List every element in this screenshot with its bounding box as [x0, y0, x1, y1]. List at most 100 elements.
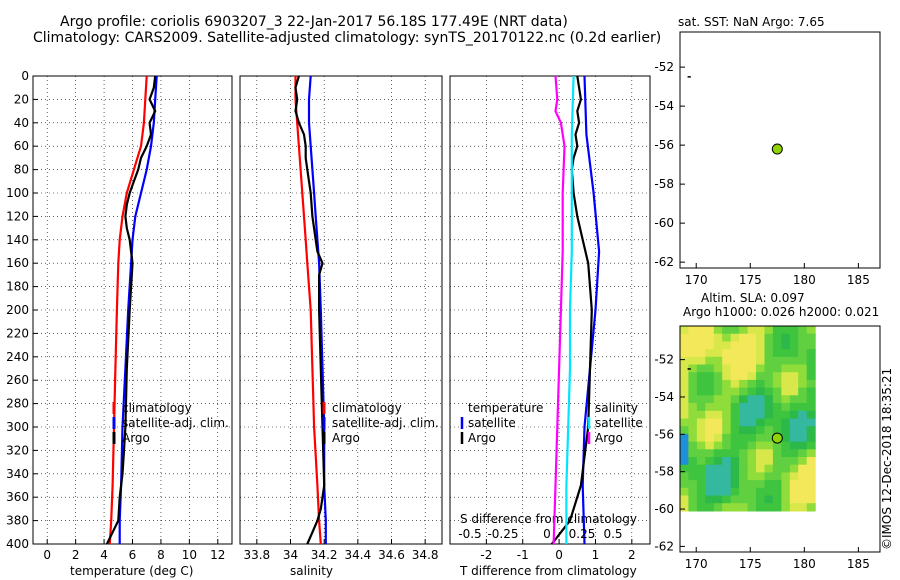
sla-map-heat-cell [806, 372, 816, 381]
sla-map-heat-cell [730, 487, 740, 497]
sla-map-heat-cell [747, 333, 757, 342]
salinity-series-climatology [294, 76, 322, 545]
sla-map-heat-cell [798, 495, 808, 504]
sla-map-heat-cell [772, 379, 782, 389]
sla-map-heat-cell [680, 349, 689, 358]
s-difference-tick-label: 0.5 [603, 527, 622, 541]
sla-map-heat-cell [764, 403, 774, 412]
sla-map-heat-cell [722, 418, 732, 427]
sst-map-x-tick-label: 185 [847, 273, 870, 287]
salinity-legend-label: Argo [332, 431, 360, 445]
sla-map-heat-cell [688, 480, 698, 489]
difference-series-t-argo [550, 75, 593, 545]
salinity-series-argo [294, 75, 326, 545]
sla-map-heat-cell [730, 426, 740, 435]
sla-map-heat-cell [713, 457, 723, 466]
salinity-x-tick-label: 34.2 [311, 548, 338, 562]
sla-map-heat-cell [722, 349, 732, 358]
sla-map-heat-cell [789, 449, 799, 458]
sla-map-heat-cell [756, 480, 765, 489]
sla-map-heat-cell [789, 356, 799, 366]
difference-x-tick-label: 1 [592, 548, 600, 562]
s-legend-label: satellite [595, 416, 643, 430]
sla-map-heat-cell [739, 349, 749, 358]
sla-map-heat-cell [739, 341, 749, 350]
sla-map-heat-cell [705, 395, 715, 404]
sla-map-heat-cell [789, 472, 799, 481]
temperature-series-climatology [108, 75, 148, 545]
sla-map-heat-cell [713, 449, 723, 458]
sst-map-x-tick-label: 180 [793, 273, 816, 287]
sla-map-y-tick-label: -54 [654, 390, 674, 404]
sla-map-y-tick-label: -60 [654, 502, 674, 516]
sla-map-heat-cell [722, 387, 732, 396]
sla-map-heat-cell [756, 356, 765, 366]
sla-map-heat-cell [806, 503, 816, 512]
sla-map-heat-cell [713, 495, 723, 504]
sst-map-x-tick-label: 175 [739, 273, 762, 287]
sla-map-heat-cell [722, 457, 732, 466]
s-difference-tick-label: -0.5 [458, 527, 481, 541]
sla-map-heat-cell [764, 395, 774, 404]
sla-map-y-tick-label: -52 [654, 353, 674, 367]
sla-map-heat-cell [722, 364, 732, 373]
sla-map-heat-cell [764, 441, 774, 450]
sla-map-heat-cell [756, 372, 765, 381]
depth-tick-label: 280 [6, 397, 29, 411]
sla-map-heat-cell [688, 372, 698, 381]
sla-map-heat-cell [730, 480, 740, 489]
sla-map-heat-cell [772, 403, 782, 412]
sla-map-heat-cell [798, 503, 808, 512]
salinity-x-tick-label: 34.4 [344, 548, 371, 562]
sla-map-title-line2: Argo h1000: 0.026 h2000: 0.021 [683, 305, 879, 319]
sla-map-heat-cell [739, 457, 749, 466]
sla-map-heat-cell [713, 418, 723, 427]
sla-map-heat-cell [680, 433, 689, 443]
salinity-x-tick-label: 34 [283, 548, 298, 562]
sla-map-heat-cell [739, 364, 749, 373]
sla-map-heat-cell [798, 441, 808, 450]
sla-map-heat-cell [730, 410, 740, 420]
sla-map-heat-cell [739, 418, 749, 427]
difference-x-tick-label: 2 [628, 548, 636, 562]
depth-tick-label: 0 [21, 69, 29, 83]
sla-map-heat-cell [722, 333, 732, 342]
sla-map-heat-cell [772, 426, 782, 435]
sla-map-heat-cell [772, 372, 782, 381]
sst-map-y-tick-label: -54 [654, 99, 674, 113]
sla-map-heat-cell [722, 372, 732, 381]
sla-map-heat-cell [713, 472, 723, 481]
difference-x-tick-label: -2 [480, 548, 492, 562]
sla-map-heat-cell [747, 341, 757, 350]
sla-map-heat-cell [806, 464, 816, 473]
sla-map-heat-cell [789, 457, 799, 466]
sla-map-heat-cell [696, 433, 706, 443]
sla-map-heat-cell [739, 472, 749, 481]
sla-map-heat-cell [789, 433, 799, 443]
sla-map-heat-cell [789, 480, 799, 489]
sla-map-heat-cell [722, 449, 732, 458]
sla-map-heat-cell [798, 395, 808, 404]
sla-map-heat-cell [756, 495, 765, 504]
sla-map-heat-cell [739, 410, 749, 420]
difference-frame [449, 75, 651, 545]
sla-map-heat-cell [730, 349, 740, 358]
sla-map-heat-cell [705, 341, 715, 350]
sla-map-heat-cell [696, 326, 706, 335]
sla-map-heat-cell [722, 495, 732, 504]
sla-map-heat-cell [730, 418, 740, 427]
sla-map-heat-cell [705, 426, 715, 435]
sla-map-heat-cell [705, 464, 715, 473]
sst-map-y-tick-label: -56 [654, 138, 674, 152]
sla-map-heat-cell [798, 364, 808, 373]
sla-map-heat-cell [798, 387, 808, 396]
sst-map-argo-marker [771, 143, 783, 155]
sla-map-heat-cell [756, 403, 765, 412]
sla-map-heat-cell [772, 410, 782, 420]
salinity-legend-label: satellite-adj. clim. [332, 416, 439, 430]
sla-map-heat-cell [739, 395, 749, 404]
sla-map-heat-cell [756, 449, 765, 458]
sla-map-heat-cell [680, 379, 689, 389]
plot-layer: 0 2 4 6 8 10 12 33.8 34 34.2 34.4 34.6 34.8 -2 -1 0 1 202… [6, 31, 881, 571]
sla-map-heat-cell [696, 495, 706, 504]
